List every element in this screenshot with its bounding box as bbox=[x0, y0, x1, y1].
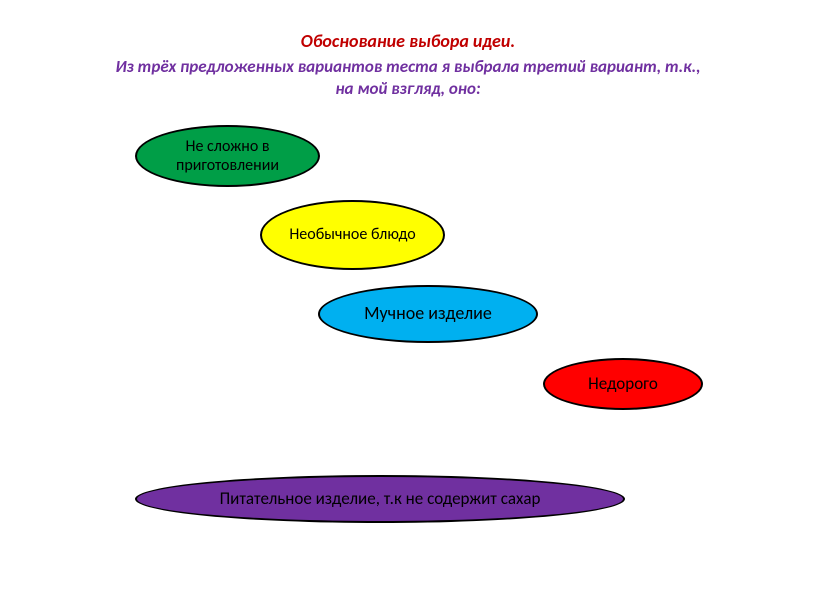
slide-subtitle: Из трёх предложенных вариантов теста я в… bbox=[60, 56, 756, 100]
slide-header: Обоснование выбора идеи. Из трёх предлож… bbox=[0, 0, 816, 100]
ellipse-inexpensive: Недорого bbox=[543, 358, 703, 410]
ellipse-not-difficult: Не сложно в приготовлении bbox=[135, 125, 320, 187]
ellipse-label: Мучное изделие bbox=[364, 303, 492, 325]
ellipse-label: Не сложно в приготовлении bbox=[141, 137, 314, 175]
ellipse-nutritious: Питательное изделие, т.к не содержит сах… bbox=[135, 475, 625, 523]
ellipse-unusual-dish: Необычное блюдо bbox=[260, 200, 445, 270]
subtitle-line-1: Из трёх предложенных вариантов теста я в… bbox=[116, 56, 701, 77]
ellipse-label: Необычное блюдо bbox=[289, 225, 415, 244]
ellipse-label: Питательное изделие, т.к не содержит сах… bbox=[220, 489, 541, 509]
ellipse-label: Недорого bbox=[588, 374, 658, 394]
slide-title: Обоснование выбора идеи. bbox=[60, 30, 756, 52]
subtitle-line-2: на мой взгляд, оно: bbox=[335, 78, 480, 99]
ellipse-flour-product: Мучное изделие bbox=[318, 285, 538, 343]
